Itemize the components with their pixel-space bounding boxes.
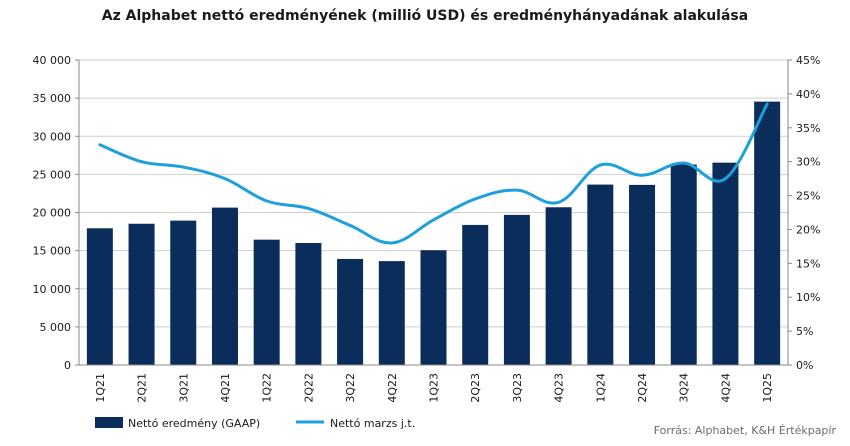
bar-3Q22 bbox=[337, 258, 364, 365]
margin-point-4Q21 bbox=[223, 177, 227, 181]
bar-4Q24 bbox=[712, 162, 739, 365]
x-tick-label: 3Q23 bbox=[511, 373, 524, 403]
bar-4Q21 bbox=[211, 207, 238, 365]
left-tick-label: 25 000 bbox=[33, 168, 72, 181]
right-axis-ticks: 0% 5% 10% 15% 20% 25% 30% 35% 40% 45% bbox=[788, 54, 820, 372]
left-tick-label: 0 bbox=[64, 359, 71, 372]
bar-1Q23 bbox=[420, 250, 447, 365]
bar-1Q21 bbox=[86, 228, 113, 365]
line-series bbox=[98, 102, 769, 245]
x-tick-label: 1Q24 bbox=[594, 373, 607, 403]
right-tick-label: 20% bbox=[796, 223, 820, 236]
margin-point-1Q23 bbox=[432, 218, 435, 222]
x-tick-label: 3Q21 bbox=[177, 373, 190, 403]
margin-point-2Q21 bbox=[140, 160, 144, 164]
x-tick-label: 1Q22 bbox=[261, 373, 274, 403]
bar-3Q24 bbox=[670, 164, 697, 365]
margin-point-3Q23 bbox=[515, 188, 519, 192]
margin-point-2Q24 bbox=[640, 173, 644, 177]
bar-2Q24 bbox=[629, 184, 656, 365]
x-tick-label: 4Q23 bbox=[553, 373, 566, 403]
x-tick-label: 3Q22 bbox=[344, 373, 357, 403]
left-tick-label: 10 000 bbox=[33, 283, 72, 296]
x-axis-ticks: 1Q21 2Q21 3Q21 4Q21 1Q22 2Q22 3Q22 4Q22 1Q23 2Q23… bbox=[94, 373, 774, 403]
legend: Nettó eredmény (GAAP) Nettó marzs j.t. bbox=[95, 417, 415, 430]
margin-point-2Q22 bbox=[306, 206, 310, 210]
left-axis-ticks: 0 5 000 10 000 15 000 20 000 25 000 30 000 35 0… bbox=[33, 54, 79, 372]
left-tick-label: 35 000 bbox=[33, 92, 72, 105]
left-tick-label: 30 000 bbox=[33, 130, 72, 143]
right-tick-label: 35% bbox=[796, 122, 820, 135]
legend-bar-swatch bbox=[95, 417, 123, 428]
margin-point-3Q22 bbox=[348, 223, 352, 227]
bar-2Q23 bbox=[462, 224, 489, 365]
margin-point-3Q24 bbox=[682, 161, 686, 165]
bar-1Q25 bbox=[754, 101, 781, 365]
x-tick-label: 3Q24 bbox=[678, 373, 691, 403]
x-tick-label: 4Q21 bbox=[219, 373, 232, 403]
right-tick-label: 15% bbox=[796, 257, 820, 270]
x-tick-label: 2Q22 bbox=[302, 373, 315, 403]
x-tick-label: 4Q24 bbox=[719, 373, 732, 403]
margin-point-3Q21 bbox=[181, 165, 185, 169]
left-tick-label: 5 000 bbox=[40, 321, 72, 334]
right-tick-label: 5% bbox=[796, 325, 813, 338]
right-tick-label: 45% bbox=[796, 54, 820, 67]
margin-point-1Q24 bbox=[598, 163, 602, 167]
x-tick-label: 2Q21 bbox=[136, 373, 149, 403]
bar-2Q21 bbox=[128, 223, 155, 365]
bar-4Q22 bbox=[378, 261, 405, 365]
x-tick-label: 2Q23 bbox=[469, 373, 482, 403]
left-tick-label: 15 000 bbox=[33, 245, 72, 258]
right-tick-label: 40% bbox=[796, 88, 820, 101]
bar-1Q22 bbox=[253, 239, 280, 365]
left-tick-label: 40 000 bbox=[33, 54, 72, 67]
bar-2Q22 bbox=[295, 242, 322, 365]
bar-3Q23 bbox=[503, 214, 530, 365]
x-tick-label: 4Q22 bbox=[386, 373, 399, 403]
right-tick-label: 0% bbox=[796, 359, 813, 372]
margin-line bbox=[99, 103, 769, 245]
margin-point-1Q21 bbox=[98, 143, 102, 147]
bar-series bbox=[86, 101, 781, 365]
chart-title: Az Alphabet nettó eredményének (millió U… bbox=[101, 8, 749, 24]
bar-1Q24 bbox=[587, 184, 614, 365]
right-tick-label: 25% bbox=[796, 190, 820, 203]
bar-4Q23 bbox=[545, 207, 572, 365]
legend-line-label: Nettó marzs j.t. bbox=[330, 417, 415, 430]
margin-point-2Q23 bbox=[473, 197, 477, 201]
x-tick-label: 1Q25 bbox=[761, 373, 774, 403]
margin-point-1Q22 bbox=[265, 199, 269, 203]
right-tick-label: 10% bbox=[796, 291, 820, 304]
bar-3Q21 bbox=[170, 220, 197, 365]
x-tick-label: 1Q21 bbox=[94, 373, 107, 403]
left-tick-label: 20 000 bbox=[33, 207, 72, 220]
x-tick-label: 2Q24 bbox=[636, 373, 649, 403]
legend-bar-label: Nettó eredmény (GAAP) bbox=[128, 417, 260, 430]
source-note: Forrás: Alphabet, K&H Értékpapír bbox=[653, 424, 836, 437]
margin-point-1Q25 bbox=[765, 102, 769, 106]
x-tick-label: 1Q23 bbox=[428, 373, 441, 403]
right-tick-label: 30% bbox=[796, 156, 820, 169]
margin-point-4Q22 bbox=[390, 241, 394, 245]
margin-point-4Q23 bbox=[557, 200, 561, 204]
margin-point-4Q24 bbox=[723, 177, 727, 181]
